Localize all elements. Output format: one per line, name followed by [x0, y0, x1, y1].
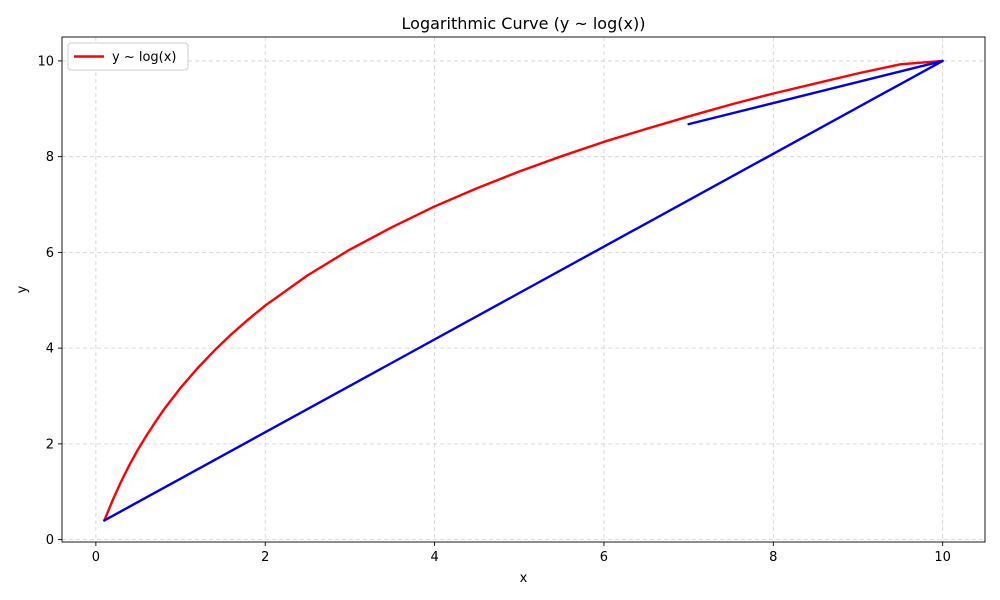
y-tick-label: 2	[46, 437, 54, 452]
y-tick-label: 6	[46, 246, 54, 261]
legend-box	[67, 42, 189, 71]
x-axis-label: x	[520, 571, 528, 586]
series-line-blue	[103, 59, 944, 522]
x-tick-label: 10	[934, 550, 951, 565]
legend: y ~ log(x)	[67, 42, 189, 71]
plot-frame	[61, 36, 986, 543]
series-layer	[103, 59, 944, 522]
y-tick-label: 10	[37, 54, 54, 69]
chart-title: Logarithmic Curve (y ~ log(x))	[402, 14, 646, 33]
x-tick-label: 8	[769, 550, 777, 565]
x-tick-label: 4	[430, 550, 438, 565]
y-tick-label: 0	[46, 533, 54, 548]
y-tick-label: 8	[46, 150, 54, 165]
series-line-red	[103, 59, 944, 522]
x-tick-label: 6	[600, 550, 608, 565]
ticks: 0 2 4 6 8 10 0 2 4 6 8 10	[37, 54, 950, 565]
x-tick-label: 2	[261, 550, 269, 565]
grid	[62, 37, 985, 542]
y-axis-label: y	[15, 285, 30, 293]
x-tick-label: 0	[92, 550, 100, 565]
legend-label: y ~ log(x)	[112, 50, 177, 65]
y-tick-label: 4	[46, 342, 54, 357]
